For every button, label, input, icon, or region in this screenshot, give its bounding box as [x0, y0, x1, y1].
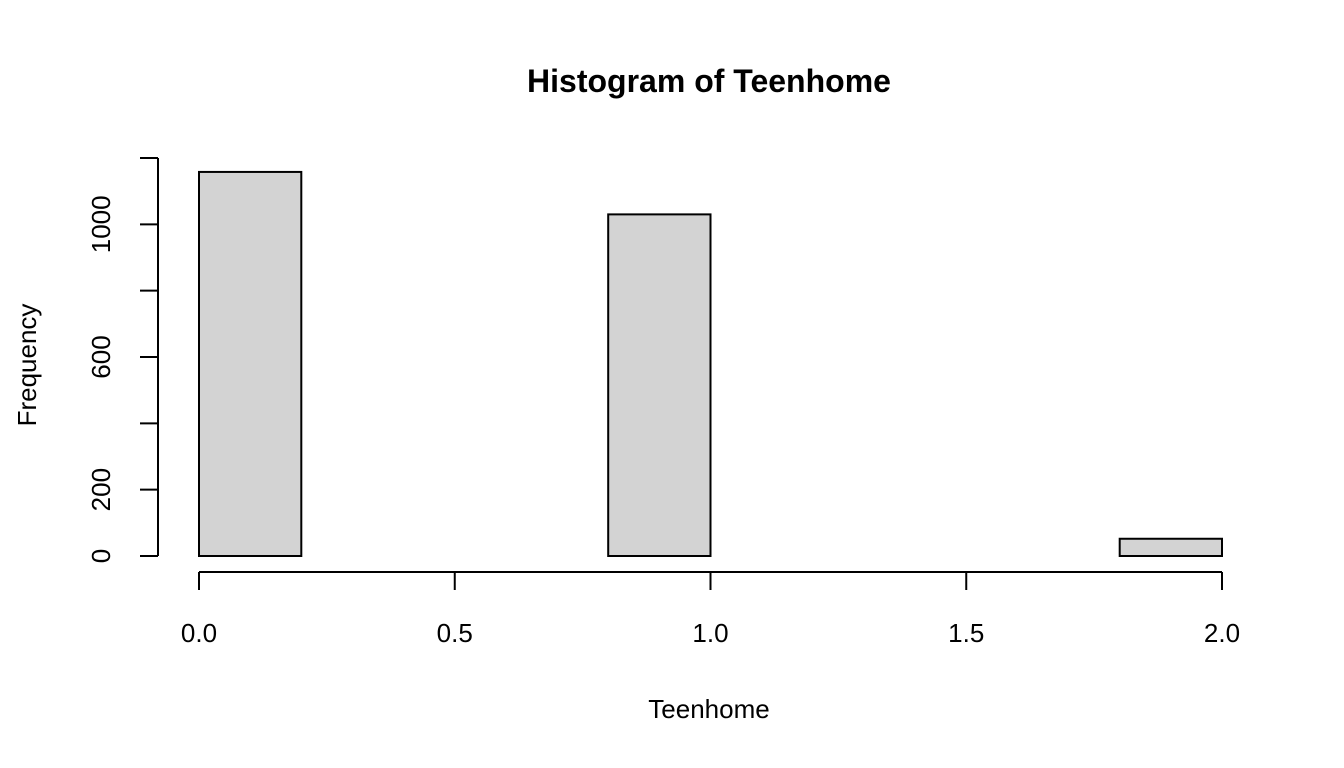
- x-tick-label: 1.5: [948, 618, 984, 648]
- histogram-bar: [607, 213, 712, 557]
- bars-group: [198, 170, 1223, 558]
- x-axis: 0.0 0.5 1.0 1.5 2.0: [181, 571, 1240, 648]
- x-axis-label: Teenhome: [648, 694, 769, 724]
- x-tick-label: 0.5: [437, 618, 473, 648]
- x-tick-label: 1.0: [692, 618, 728, 648]
- y-axis-label: Frequency: [12, 304, 42, 427]
- y-tick-label: 1000: [86, 195, 116, 253]
- histogram-bar: [1118, 537, 1223, 558]
- y-tick-label: 200: [86, 468, 116, 511]
- y-tick-label: 600: [86, 335, 116, 378]
- y-axis: 0 200 600 1000: [86, 157, 159, 563]
- chart-title: Histogram of Teenhome: [527, 63, 891, 99]
- x-tick-label: 2.0: [1204, 618, 1240, 648]
- y-tick-label: 0: [86, 549, 116, 563]
- x-tick-label: 0.0: [181, 618, 217, 648]
- histogram-bar: [198, 170, 303, 557]
